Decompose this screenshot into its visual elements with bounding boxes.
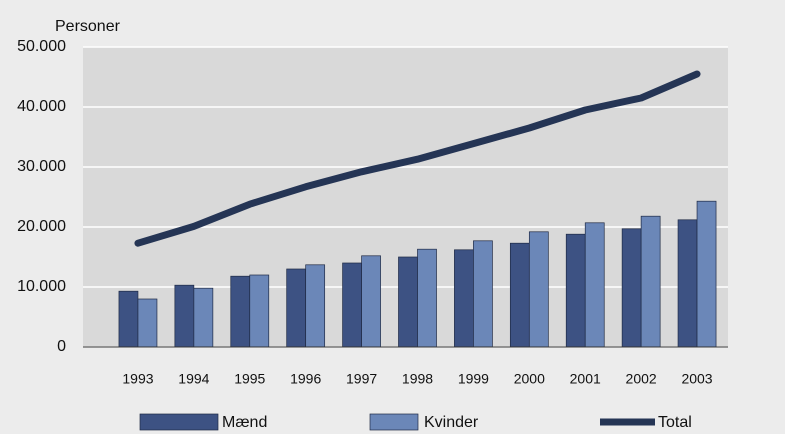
bar [640, 215, 661, 348]
x-tick-label: 1999 [458, 371, 489, 387]
x-tick-label: 2002 [626, 371, 657, 387]
bar [230, 275, 251, 348]
bar [417, 248, 437, 348]
x-tick-label: 1994 [178, 371, 209, 387]
bar [118, 290, 139, 348]
x-tick-label: 1997 [346, 371, 377, 387]
y-axis-label: Personer [55, 18, 121, 35]
bar [677, 219, 698, 348]
bar [361, 255, 381, 348]
x-tick-label: 2000 [514, 371, 545, 387]
bar [584, 222, 605, 348]
y-tick-label: 30.000 [17, 158, 66, 175]
x-tick-label: 2003 [681, 371, 712, 387]
bar [696, 200, 717, 348]
bar [137, 298, 158, 348]
y-tick-label: 50.000 [17, 38, 66, 55]
bar [174, 284, 195, 348]
bar [249, 274, 270, 348]
bar [398, 256, 418, 348]
legend-label: Kvinder [424, 414, 479, 431]
x-tick-label: 1993 [122, 371, 153, 387]
x-tick-label: 1995 [234, 371, 265, 387]
bar [305, 264, 326, 348]
legend-label: Total [658, 414, 692, 431]
x-tick-label: 2001 [570, 371, 601, 387]
x-tick-label: 1998 [402, 371, 433, 387]
legend-label: Mænd [222, 414, 267, 431]
y-tick-label: 10.000 [17, 278, 66, 295]
x-tick-label: 1996 [290, 371, 321, 387]
y-tick-label: 40.000 [17, 98, 66, 115]
bar [454, 249, 474, 348]
bar [509, 242, 530, 348]
y-tick-label: 0 [57, 338, 66, 355]
legend-swatch [139, 413, 219, 431]
bar [193, 287, 214, 348]
line [134, 70, 701, 247]
bar [473, 240, 493, 348]
bar [621, 228, 642, 348]
bar [342, 262, 362, 348]
y-tick-label: 20.000 [17, 218, 66, 235]
bar [565, 233, 586, 348]
bar [286, 268, 307, 348]
legend-swatch [369, 413, 419, 431]
bar [528, 231, 549, 348]
